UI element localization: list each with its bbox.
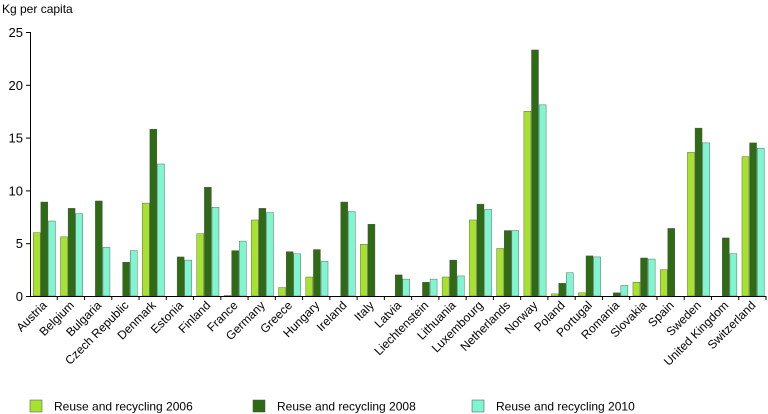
legend: Reuse and recycling 2006 Reuse and recycl… [29,399,635,414]
bar [722,237,730,297]
bar [320,260,329,297]
y-tick-label: 20 [9,78,23,93]
bar [75,213,83,297]
y-tick-label: 25 [9,25,23,40]
bar [395,274,403,297]
legend-swatch [252,399,266,413]
bar [313,249,321,297]
bar [305,276,314,297]
bar [360,244,368,297]
bar [122,262,130,297]
bar [457,275,465,297]
legend-label: Reuse and recycling 2006 [54,400,193,414]
bar [687,152,695,297]
bar [469,219,477,297]
bar [367,223,376,297]
bar [566,272,574,297]
bar [632,282,641,297]
bar [694,127,703,297]
bar [523,110,532,297]
bar [620,285,629,297]
bar [429,278,438,297]
bar [157,163,165,297]
y-tick-label: 10 [9,183,23,198]
x-tick-label: Ireland [314,298,350,334]
bar [504,230,512,297]
bar [231,250,239,297]
y-axis-label: Kg per capita [2,2,73,16]
bar [204,187,212,297]
bar [223,295,232,297]
bar [449,259,457,297]
bar [741,156,750,297]
bar [667,228,675,297]
bar [593,256,601,297]
y-tick-label: 5 [16,236,23,251]
bar [578,292,586,297]
bar [441,276,450,297]
bar [149,128,158,297]
bar [184,259,192,297]
legend-swatch [471,399,485,413]
bar [647,258,656,297]
bar [95,200,103,297]
bar [484,209,492,297]
bar [756,147,765,297]
bar [239,240,247,297]
bar [196,233,204,297]
bar [142,202,150,297]
bar [251,219,259,297]
bar [293,253,301,297]
bar [60,236,68,297]
bar [729,253,738,297]
bar [613,292,621,297]
legend-swatch [29,399,43,413]
bar [211,207,220,297]
bar [266,212,274,297]
bar [749,142,757,297]
bar [67,208,76,297]
bar [176,256,185,297]
bar [538,104,547,297]
y-tick-label: 15 [9,131,23,146]
bar [476,203,485,297]
legend-label: Reuse and recycling 2008 [277,400,416,414]
legend-label: Reuse and recycling 2010 [496,400,635,414]
bar [422,282,430,297]
y-axis: 0 5 10 15 20 25 [9,25,30,304]
bar [659,269,668,297]
bar [130,250,138,297]
bar [40,201,49,297]
bar [348,211,356,297]
bar [550,293,559,297]
bar [496,248,504,297]
bar [102,247,111,297]
bar [340,201,348,297]
bar [511,230,520,297]
bar [48,220,56,297]
bar [585,255,594,297]
bar [531,49,539,297]
bar [640,257,648,297]
bar [278,287,286,297]
bar [33,232,41,297]
bar [702,142,710,297]
bar [258,208,267,297]
bar [558,283,566,297]
plot-area [33,49,767,300]
y-tick-label: 0 [16,289,23,304]
bar [285,251,294,297]
bar [402,278,410,297]
